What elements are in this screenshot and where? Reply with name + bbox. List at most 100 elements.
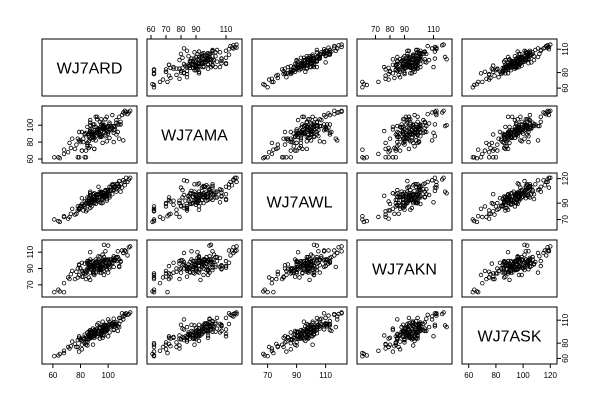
scatter-point (538, 263, 543, 269)
scatter-point (512, 200, 518, 206)
scatter-point (522, 242, 527, 247)
scatter-point (310, 267, 315, 272)
scatter-point (184, 74, 190, 80)
scatter-point (160, 275, 166, 280)
scatter-point (319, 321, 324, 327)
scatter-point (418, 201, 423, 207)
scatter-point (386, 208, 391, 213)
scatter-point (114, 189, 119, 194)
scatter-point (409, 195, 414, 200)
scatter-point (444, 191, 449, 196)
scatter-point (105, 334, 111, 339)
scatter-point (518, 114, 523, 119)
scatter-point (409, 205, 414, 211)
scatter-point (151, 206, 157, 211)
scatter-point (387, 136, 393, 141)
scatter-point (307, 277, 312, 283)
scatter-point (429, 46, 435, 51)
scatter-point (311, 258, 317, 263)
scatter-point (204, 327, 209, 333)
panel-r4-c3 (356, 306, 453, 365)
scatter-point (522, 57, 527, 63)
scatter-point (510, 61, 515, 66)
scatter-point (304, 146, 309, 152)
scatter-point (360, 354, 365, 359)
scatter-point (431, 200, 436, 205)
tick-label: 80 (491, 371, 500, 380)
tick-label: 90 (561, 198, 570, 207)
scatter-point (538, 119, 543, 124)
scatter-point (92, 122, 97, 127)
scatter-point (396, 195, 401, 200)
scatter-point (314, 243, 320, 248)
scatter-point (516, 258, 522, 264)
scatter-point (422, 129, 427, 135)
scatter-point (339, 249, 344, 254)
scatter-point (291, 144, 296, 149)
scatter-point (486, 142, 492, 147)
scatter-point (116, 264, 122, 270)
scatter-point (544, 43, 549, 49)
scatter-point (314, 54, 320, 60)
scatter-point (500, 68, 505, 74)
scatter-point (544, 179, 549, 185)
scatter-point (94, 114, 100, 119)
scatter-point (217, 64, 223, 70)
scatter-point (383, 342, 388, 347)
panel-r1-c3 (356, 105, 453, 164)
scatter-point (406, 331, 412, 337)
scatter-point (321, 311, 327, 316)
scatter-point (501, 133, 507, 138)
scatter-point (505, 263, 511, 269)
scatter-point (226, 182, 232, 187)
scatter-point (214, 195, 220, 200)
scatter-point (526, 249, 531, 254)
scatter-point (333, 264, 338, 270)
scatter-point (546, 185, 552, 190)
scatter-point (515, 129, 520, 135)
tick-label: 110 (427, 25, 440, 34)
scatter-point (98, 258, 104, 264)
scatter-point (271, 147, 276, 152)
scatter-point (94, 129, 100, 135)
scatter-point (292, 148, 298, 153)
scatter-point (219, 193, 224, 198)
scatter-point (314, 267, 320, 273)
scatter-point (204, 59, 209, 64)
panel-r0-c1 (146, 38, 243, 97)
scatter-point (163, 342, 169, 347)
scatter-point (478, 155, 484, 160)
scatter-point (339, 44, 344, 50)
scatter-point (525, 193, 530, 198)
scatter-point (81, 208, 86, 213)
scatter-point (525, 117, 530, 122)
scatter-point (383, 209, 388, 214)
tick-label: 80 (26, 137, 35, 146)
scatter-point (196, 254, 202, 259)
scatter-point (288, 266, 293, 271)
scatter-point (298, 144, 304, 149)
scatter-point (112, 127, 118, 132)
tick-label: 100 (26, 118, 35, 132)
scatter-point (101, 272, 107, 278)
scatter-point (360, 85, 365, 90)
tick-label: 120 (561, 171, 570, 185)
scatter-point (522, 121, 527, 126)
scatter-point (160, 216, 166, 221)
scatter-point (339, 310, 344, 315)
scatter-point (160, 77, 166, 82)
scatter-point (187, 332, 193, 337)
tick-label: 60 (464, 371, 473, 380)
scatter-point (402, 54, 407, 59)
scatter-point (329, 328, 334, 334)
scatter-point (400, 117, 406, 122)
scatter-point (545, 179, 550, 185)
scatter-point (319, 254, 324, 259)
scatter-point (284, 155, 289, 160)
scatter-point (183, 334, 188, 339)
scatter-point (472, 155, 477, 160)
scatter-point (480, 214, 485, 220)
scatter-point (476, 213, 481, 219)
scatter-point (424, 316, 429, 321)
scatter-point (527, 112, 533, 118)
